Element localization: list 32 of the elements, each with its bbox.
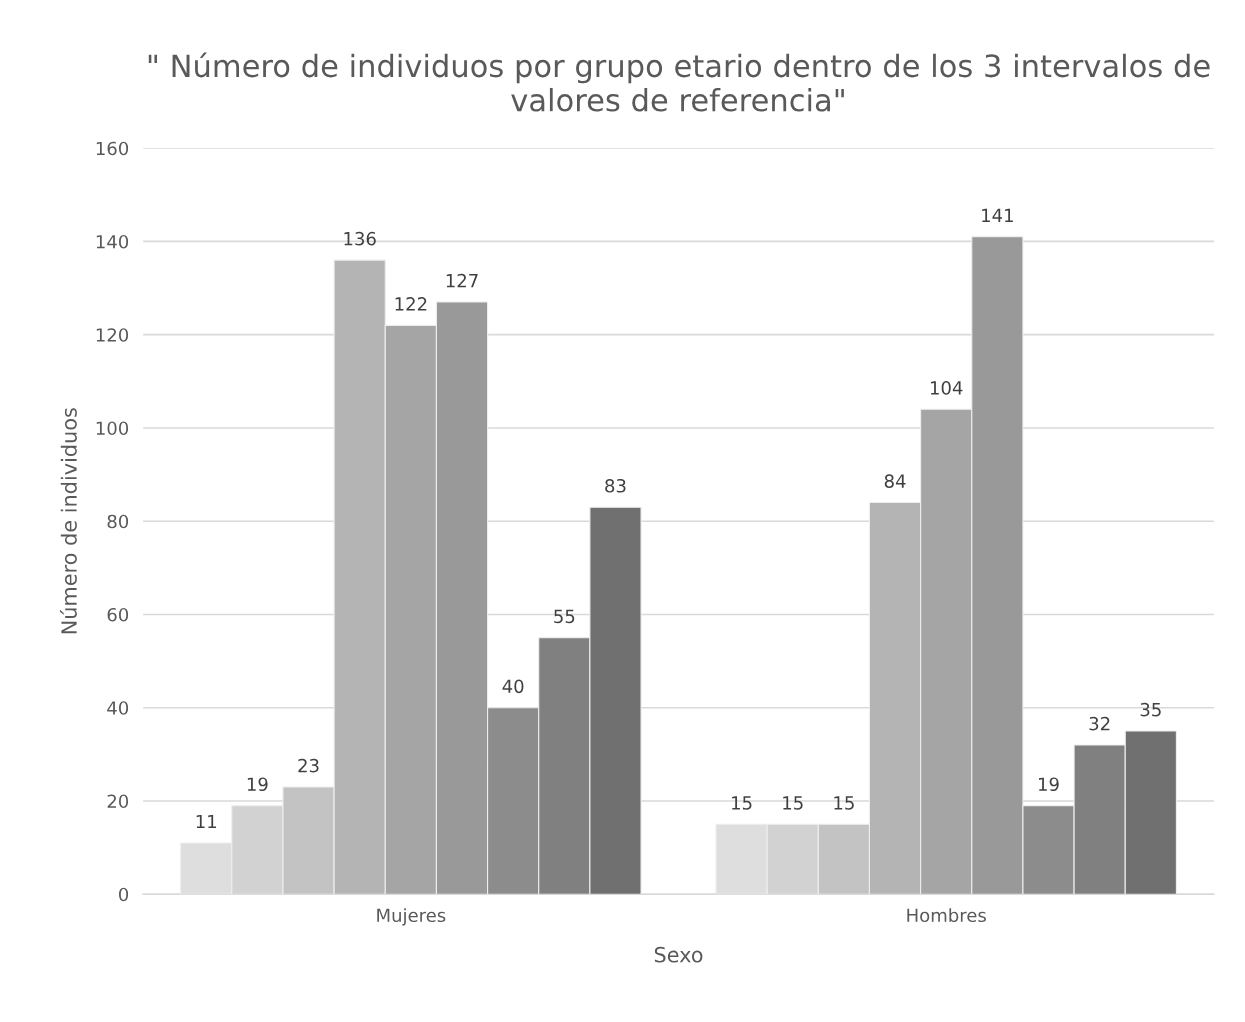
y-tick-label: 0 — [118, 887, 129, 902]
data-label: 136 — [344, 231, 376, 246]
data-label: 15 — [834, 796, 854, 810]
data-label: 141 — [982, 208, 1013, 222]
data-label: 32 — [1089, 716, 1110, 731]
y-tick-label: 40 — [107, 701, 129, 715]
y-tick-label: 60 — [107, 607, 129, 622]
x-axis-title: Sexo — [654, 946, 703, 963]
data-label: 55 — [554, 609, 575, 624]
data-label: 40 — [502, 679, 524, 694]
data-label: 15 — [732, 796, 752, 810]
y-tick-label: 20 — [107, 794, 129, 809]
x-tick-label: Hombres — [907, 908, 986, 923]
data-label: 83 — [605, 478, 626, 493]
y-axis-title: Número de individuos — [59, 408, 77, 634]
chart-title: " Número de individuos por grupo etario dentro de los 3 intervalos de valores de referencia" — [148, 52, 1210, 112]
y-tick-label: 140 — [96, 234, 129, 249]
y-tick-label: 160 — [96, 141, 129, 156]
y-tick-label: 120 — [96, 328, 129, 342]
y-tick-label: 100 — [96, 421, 129, 436]
data-label: 104 — [930, 381, 963, 395]
data-label: 19 — [247, 777, 268, 792]
data-label: 11 — [196, 814, 217, 829]
data-label: 23 — [298, 758, 319, 773]
data-label: 15 — [783, 796, 803, 810]
data-label: 84 — [884, 474, 906, 488]
data-label: 35 — [1140, 702, 1161, 717]
y-tick-label: 80 — [107, 514, 129, 529]
data-label: 19 — [1039, 777, 1059, 792]
data-label: 122 — [395, 297, 427, 311]
x-tick-label: Mujeres — [377, 908, 446, 926]
data-label: 127 — [446, 273, 478, 288]
